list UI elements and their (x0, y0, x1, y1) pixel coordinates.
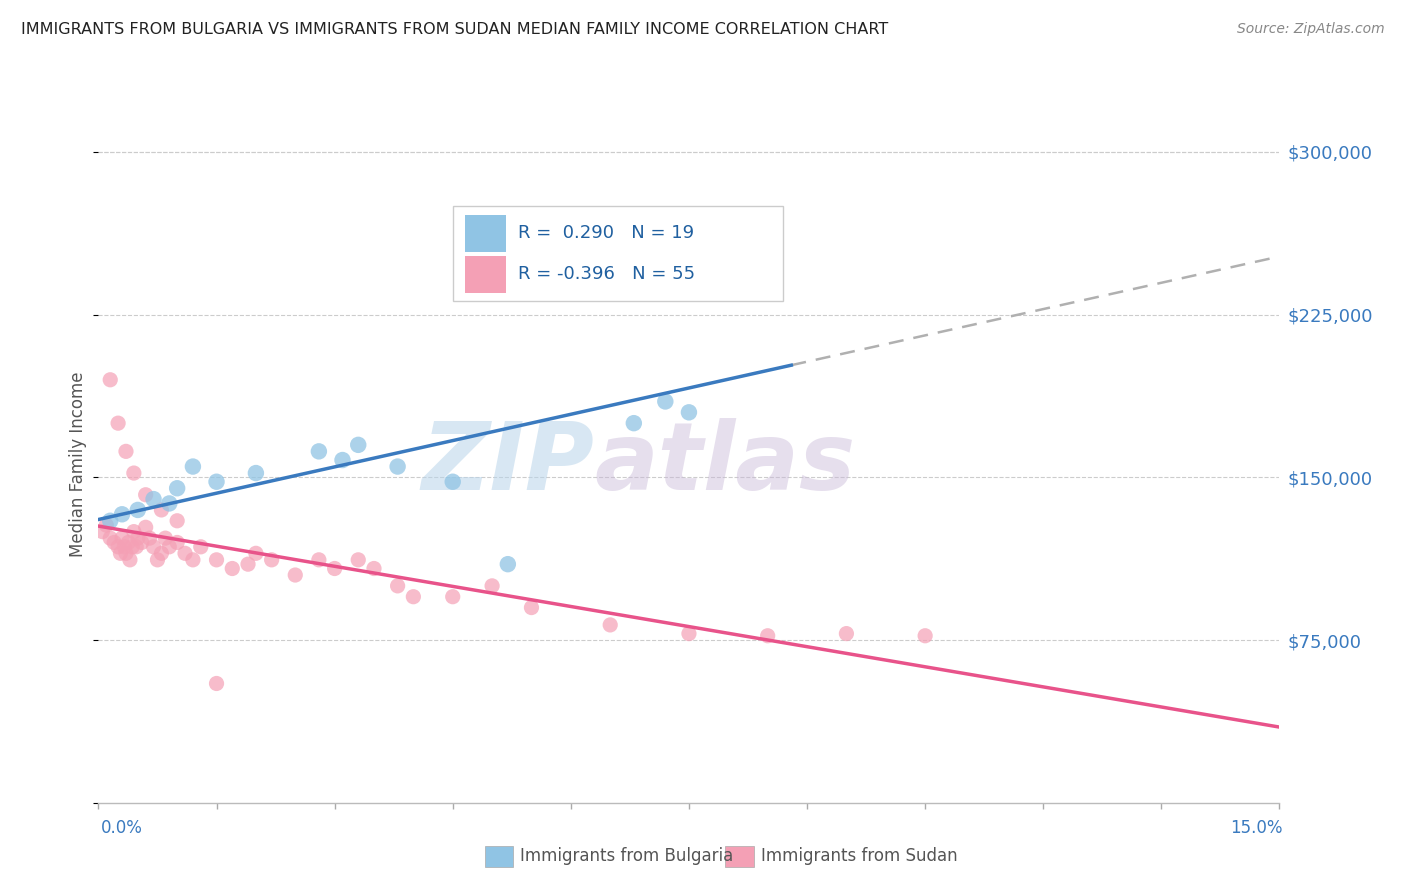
Y-axis label: Median Family Income: Median Family Income (69, 371, 87, 557)
Text: R =  0.290   N = 19: R = 0.290 N = 19 (517, 225, 693, 243)
Point (166, 535, 188, 549)
Point (181, 553, 204, 567)
Point (835, 626, 858, 640)
Point (914, 629, 936, 643)
Point (678, 405, 700, 419)
Point (599, 618, 621, 632)
Point (402, 590, 425, 604)
Point (122, 466, 145, 480)
Point (284, 568, 307, 582)
FancyBboxPatch shape (453, 206, 783, 301)
Point (363, 561, 385, 575)
Text: IMMIGRANTS FROM BULGARIA VS IMMIGRANTS FROM SUDAN MEDIAN FAMILY INCOME CORRELATI: IMMIGRANTS FROM BULGARIA VS IMMIGRANTS F… (21, 22, 889, 37)
Point (221, 561, 243, 575)
Point (121, 540, 143, 554)
Point (481, 579, 503, 593)
Point (142, 492, 165, 507)
Text: R = -0.396   N = 55: R = -0.396 N = 55 (517, 265, 695, 283)
Point (654, 394, 676, 409)
Point (111, 531, 134, 545)
Point (520, 600, 543, 615)
Text: 0.0%: 0.0% (101, 819, 143, 837)
Point (678, 626, 700, 640)
Point (441, 475, 464, 489)
Point (98, 373, 121, 387)
Point (142, 540, 165, 554)
Point (387, 579, 409, 593)
Point (441, 590, 464, 604)
Bar (725, 846, 754, 867)
Point (103, 535, 125, 549)
Point (166, 514, 188, 528)
Point (98, 531, 121, 545)
Point (623, 416, 645, 430)
Point (260, 553, 283, 567)
Point (112, 540, 135, 554)
Point (122, 524, 145, 539)
Point (157, 540, 180, 554)
Point (135, 520, 157, 534)
Point (756, 232, 779, 246)
Point (115, 444, 138, 458)
Point (117, 535, 139, 549)
Point (138, 531, 160, 545)
Point (166, 481, 188, 495)
FancyBboxPatch shape (464, 256, 506, 293)
Point (110, 546, 132, 560)
Point (107, 540, 129, 554)
Point (332, 453, 354, 467)
Point (91, 524, 114, 539)
Text: ZIP: ZIP (422, 417, 595, 510)
Point (96, 518, 118, 533)
Point (205, 553, 228, 567)
Point (150, 546, 173, 560)
Point (157, 496, 180, 510)
Point (496, 557, 519, 571)
Point (323, 561, 346, 575)
Point (125, 540, 148, 554)
Point (107, 416, 129, 430)
Point (181, 459, 204, 474)
Text: 15.0%: 15.0% (1230, 819, 1282, 837)
Point (98, 514, 121, 528)
Point (347, 553, 370, 567)
Point (756, 629, 779, 643)
Point (205, 676, 228, 690)
Point (127, 531, 149, 545)
Text: Source: ZipAtlas.com: Source: ZipAtlas.com (1237, 22, 1385, 37)
Point (236, 557, 259, 571)
Point (135, 488, 157, 502)
Point (118, 553, 141, 567)
Point (245, 466, 267, 480)
Point (146, 553, 169, 567)
Point (150, 503, 173, 517)
Point (308, 553, 330, 567)
Point (205, 475, 228, 489)
Text: atlas: atlas (595, 417, 856, 510)
Point (387, 459, 409, 474)
FancyBboxPatch shape (464, 215, 506, 252)
Text: Immigrants from Bulgaria: Immigrants from Bulgaria (520, 847, 734, 865)
Bar (485, 846, 513, 867)
Point (127, 503, 149, 517)
Text: Immigrants from Sudan: Immigrants from Sudan (761, 847, 957, 865)
Point (115, 546, 138, 560)
Point (190, 540, 212, 554)
Point (174, 546, 197, 560)
Point (155, 531, 177, 545)
Point (111, 508, 134, 522)
Point (308, 444, 330, 458)
Point (131, 535, 153, 549)
Point (245, 546, 267, 560)
Point (347, 438, 370, 452)
